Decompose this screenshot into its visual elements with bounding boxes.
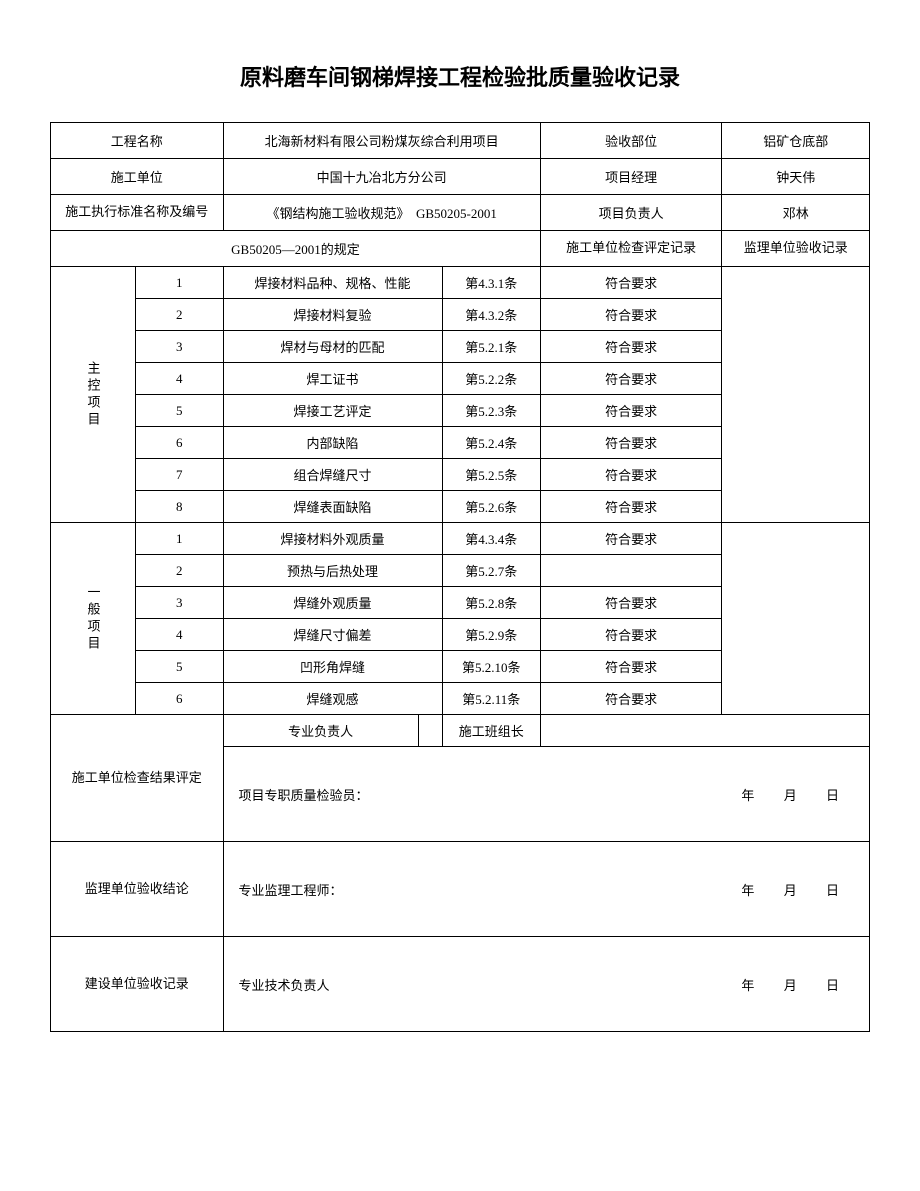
prof-leader-label: 专业负责人 — [223, 715, 418, 747]
main-row-name: 组合焊缝尺寸 — [223, 459, 442, 491]
main-row-clause: 第4.3.1条 — [442, 267, 540, 299]
main-row-num: 3 — [136, 331, 224, 363]
main-row-result: 符合要求 — [540, 363, 722, 395]
inspection-table: 工程名称 北海新材料有限公司粉煤灰综合利用项目 验收部位 铝矿仓底部 施工单位 … — [50, 122, 870, 1032]
main-row-clause: 第5.2.5条 — [442, 459, 540, 491]
main-row-name: 焊工证书 — [223, 363, 442, 395]
main-row-clause: 第5.2.4条 — [442, 427, 540, 459]
quality-inspector-cell: 项目专职质量检验员： 年 月 日 — [223, 747, 869, 842]
gen-row-name: 凹形角焊缝 — [223, 651, 442, 683]
gen-row-name: 预热与后热处理 — [223, 555, 442, 587]
project-name-label: 工程名称 — [51, 123, 224, 159]
gen-row-clause: 第5.2.9条 — [442, 619, 540, 651]
main-row-name: 焊接工艺评定 — [223, 395, 442, 427]
main-row-name: 内部缺陷 — [223, 427, 442, 459]
gen-row-num: 5 — [136, 651, 224, 683]
gen-row-clause: 第5.2.10条 — [442, 651, 540, 683]
date-line: 年 月 日 — [741, 880, 839, 899]
gen-row-num: 3 — [136, 587, 224, 619]
main-row-num: 4 — [136, 363, 224, 395]
main-items-label: 主控项目 — [51, 267, 136, 523]
page-title: 原料磨车间钢梯焊接工程检验批质量验收记录 — [50, 60, 870, 92]
main-row-result: 符合要求 — [540, 491, 722, 523]
main-row-result: 符合要求 — [540, 459, 722, 491]
gen-supervision-cell — [722, 523, 870, 715]
project-name: 北海新材料有限公司粉煤灰综合利用项目 — [223, 123, 540, 159]
project-leader-label: 项目负责人 — [540, 195, 722, 231]
acceptance-part: 铝矿仓底部 — [722, 123, 870, 159]
main-row-result: 符合要求 — [540, 427, 722, 459]
gen-row-name: 焊缝观感 — [223, 683, 442, 715]
acceptance-part-label: 验收部位 — [540, 123, 722, 159]
gen-row-name: 焊缝外观质量 — [223, 587, 442, 619]
main-row-num: 5 — [136, 395, 224, 427]
gen-row-clause: 第5.2.11条 — [442, 683, 540, 715]
main-row-name: 焊缝表面缺陷 — [223, 491, 442, 523]
project-leader: 邓林 — [722, 195, 870, 231]
main-row-num: 8 — [136, 491, 224, 523]
main-row-num: 2 — [136, 299, 224, 331]
gen-row-num: 1 — [136, 523, 224, 555]
gen-row-clause: 第5.2.7条 — [442, 555, 540, 587]
main-row-result: 符合要求 — [540, 331, 722, 363]
supervision-conclusion-label: 监理单位验收结论 — [51, 842, 224, 937]
main-row-clause: 第5.2.3条 — [442, 395, 540, 427]
main-row-clause: 第5.2.1条 — [442, 331, 540, 363]
main-row-result: 符合要求 — [540, 395, 722, 427]
main-row-result: 符合要求 — [540, 267, 722, 299]
gen-row-clause: 第4.3.4条 — [442, 523, 540, 555]
gen-row-num: 6 — [136, 683, 224, 715]
gen-row-name: 焊缝尺寸偏差 — [223, 619, 442, 651]
gen-row-num: 2 — [136, 555, 224, 587]
main-row-clause: 第5.2.6条 — [442, 491, 540, 523]
standard: 《钢结构施工验收规范》 GB50205-2001 — [223, 195, 540, 231]
gen-row-result: 符合要求 — [540, 651, 722, 683]
construction-unit: 中国十九冶北方分公司 — [223, 159, 540, 195]
supervision-record-label: 监理单位验收记录 — [722, 231, 870, 267]
supervision-engineer-label: 专业监理工程师： — [239, 883, 343, 898]
gen-row-result: 符合要求 — [540, 523, 722, 555]
construction-unit-label: 施工单位 — [51, 159, 224, 195]
construction-check-label: 施工单位检查结果评定 — [51, 715, 224, 842]
prof-leader-value — [418, 715, 442, 747]
project-manager: 钟天伟 — [722, 159, 870, 195]
main-row-num: 6 — [136, 427, 224, 459]
quality-inspector-label: 项目专职质量检验员： — [239, 788, 369, 803]
main-row-name: 焊接材料复验 — [223, 299, 442, 331]
gen-row-clause: 第5.2.8条 — [442, 587, 540, 619]
gen-row-num: 4 — [136, 619, 224, 651]
main-supervision-cell — [722, 267, 870, 523]
supervision-engineer-cell: 专业监理工程师： 年 月 日 — [223, 842, 869, 937]
regulation-label: GB50205—2001的规定 — [51, 231, 541, 267]
main-row-clause: 第4.3.2条 — [442, 299, 540, 331]
team-leader-value — [540, 715, 869, 747]
tech-leader-label: 专业技术负责人 — [239, 978, 330, 993]
check-record-label: 施工单位检查评定记录 — [540, 231, 722, 267]
date-line: 年 月 日 — [741, 785, 839, 804]
main-row-name: 焊材与母材的匹配 — [223, 331, 442, 363]
date-line: 年 月 日 — [741, 975, 839, 994]
gen-row-name: 焊接材料外观质量 — [223, 523, 442, 555]
gen-row-result — [540, 555, 722, 587]
gen-row-result: 符合要求 — [540, 619, 722, 651]
main-row-num: 1 — [136, 267, 224, 299]
gen-row-result: 符合要求 — [540, 683, 722, 715]
standard-label: 施工执行标准名称及编号 — [51, 195, 224, 231]
tech-leader-cell: 专业技术负责人 年 月 日 — [223, 937, 869, 1032]
main-row-clause: 第5.2.2条 — [442, 363, 540, 395]
general-items-label: 一般项目 — [51, 523, 136, 715]
main-row-name: 焊接材料品种、规格、性能 — [223, 267, 442, 299]
owner-record-label: 建设单位验收记录 — [51, 937, 224, 1032]
main-row-result: 符合要求 — [540, 299, 722, 331]
main-row-num: 7 — [136, 459, 224, 491]
project-manager-label: 项目经理 — [540, 159, 722, 195]
gen-row-result: 符合要求 — [540, 587, 722, 619]
team-leader-label: 施工班组长 — [442, 715, 540, 747]
